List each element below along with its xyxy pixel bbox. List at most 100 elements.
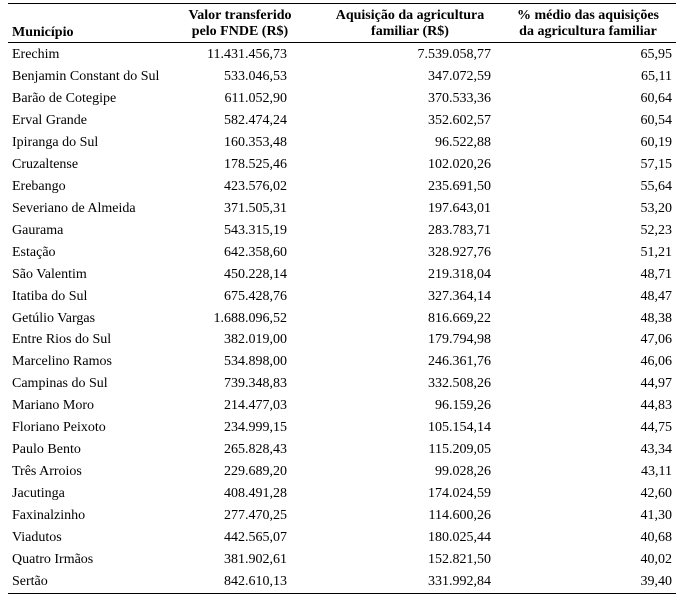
table-value: 44,97 (640, 376, 673, 392)
table-value: 11.431.456,73 (207, 47, 287, 62)
column-header: Valor transferido (188, 8, 292, 23)
municipality-name: Getúlio Vargas (12, 310, 96, 326)
table-value: 47,06 (640, 332, 673, 348)
municipality-name: Barão de Cotegipe (12, 90, 117, 106)
table-value: 115.209,05 (428, 442, 491, 458)
column-header: da agricultura familiar (519, 24, 657, 39)
municipality-name: Erebango (12, 178, 66, 194)
table-value: 44,83 (640, 398, 673, 414)
column-header: % médio das aquisições (517, 8, 659, 23)
table-value: 48,71 (640, 266, 673, 282)
table-value: 442.565,07 (224, 530, 287, 546)
header-rule (8, 42, 676, 43)
table-value: 40,02 (640, 552, 673, 568)
table-value: 347.072,59 (428, 68, 491, 84)
table-value: 174.024,59 (428, 486, 491, 502)
table-value: 51,21 (640, 244, 673, 260)
table-value: 371.505,31 (224, 200, 287, 216)
municipality-name: Paulo Bento (12, 442, 81, 458)
table-value: 96.522,88 (435, 134, 491, 150)
municipality-name: Erval Grande (12, 112, 88, 128)
table-value: 65,11 (641, 68, 672, 84)
municipality-name: Campinas do Sul (12, 376, 108, 392)
table-value: 246.361,76 (428, 354, 491, 370)
table-value: 114.600,26 (428, 508, 491, 524)
table-value: 99.028,26 (435, 464, 491, 480)
table-value: 39,40 (640, 574, 673, 589)
municipality-name: Três Arroios (12, 464, 82, 480)
table-value: 582.474,24 (224, 112, 287, 128)
municipality-name: Severiano de Almeida (12, 200, 136, 216)
table-value: 816.669,22 (428, 310, 491, 326)
municipality-name: Quatro Irmãos (12, 552, 94, 568)
table-value: 105.154,14 (428, 420, 491, 436)
table-value: 48,38 (640, 310, 673, 326)
table-value: 642.358,60 (224, 244, 287, 260)
table-value: 219.318,04 (428, 266, 491, 282)
table-value: 178.525,46 (224, 156, 287, 172)
table-value: 48,47 (640, 288, 673, 304)
table-value: 53,20 (640, 200, 673, 216)
municipality-name: Erechim (12, 47, 60, 62)
municipality-name: Sertão (12, 574, 48, 589)
bottom-rule (8, 593, 676, 594)
table-value: 277.470,25 (224, 508, 287, 524)
table-value: 43,34 (640, 442, 673, 458)
table-value: 739.348,83 (224, 376, 287, 392)
table-value: 7.539.058,77 (417, 47, 492, 62)
table-value: 152.821,50 (428, 552, 491, 568)
table-value: 382.019,00 (224, 332, 287, 348)
municipality-name: Mariano Moro (12, 398, 95, 414)
municipality-name: Cruzaltense (12, 156, 79, 172)
table-value: 234.999,15 (224, 420, 287, 436)
column-header: Aquisição da agricultura (335, 8, 485, 23)
table-value: 42,60 (640, 486, 673, 502)
table-value: 543.315,19 (224, 222, 287, 238)
table-value: 57,15 (640, 156, 673, 172)
table-value: 60,54 (640, 112, 673, 128)
table-value: 423.576,02 (224, 178, 287, 194)
table-value: 283.783,71 (428, 222, 491, 238)
table-value: 52,23 (640, 222, 673, 238)
table-value: 60,19 (640, 134, 673, 150)
column-header: Município (12, 25, 74, 40)
table-value: 41,30 (640, 508, 673, 524)
table-value: 332.508,26 (428, 376, 491, 392)
table-value: 180.025,44 (428, 530, 491, 546)
table-value: 265.828,43 (224, 442, 287, 458)
table-value: 675.428,76 (224, 288, 287, 304)
municipality-name: Itatiba do Sul (12, 288, 88, 304)
municipality-name: Gaurama (12, 222, 64, 238)
table-value: 214.477,03 (224, 398, 287, 414)
table-value: 327.364,14 (428, 288, 491, 304)
table-value: 179.794,98 (428, 332, 491, 348)
table-value: 611.052,90 (224, 90, 287, 106)
table-value: 160.353,48 (224, 134, 287, 150)
table-value: 229.689,20 (224, 464, 287, 480)
table-value: 370.533,36 (428, 90, 491, 106)
table-value: 43,11 (641, 464, 672, 480)
table-value: 102.020,26 (428, 156, 491, 172)
top-rule (8, 3, 676, 4)
table-value: 381.902,61 (224, 552, 287, 568)
municipality-name: Entre Rios do Sul (12, 332, 112, 348)
table-value: 352.602,57 (428, 112, 491, 128)
table-value: 534.898,00 (224, 354, 287, 370)
table-value: 55,64 (640, 178, 673, 194)
table-value: 44,75 (640, 420, 673, 436)
municipality-name: Floriano Peixoto (12, 420, 106, 436)
municipality-name: Viadutos (12, 530, 62, 546)
municipality-name: Jacutinga (12, 486, 65, 502)
table-value: 235.691,50 (428, 178, 491, 194)
table-value: 328.927,76 (428, 244, 491, 260)
table-value: 533.046,53 (224, 68, 287, 84)
municipality-name: São Valentim (12, 266, 87, 282)
table-value: 408.491,28 (224, 486, 287, 502)
table-value: 40,68 (640, 530, 673, 546)
table-value: 1.688.096,52 (213, 310, 288, 326)
table-value: 842.610,13 (224, 574, 287, 589)
municipality-name: Marcelino Ramos (12, 354, 112, 370)
municipality-name: Ipiranga do Sul (12, 134, 99, 150)
municipality-name: Benjamin Constant do Sul (12, 68, 160, 84)
